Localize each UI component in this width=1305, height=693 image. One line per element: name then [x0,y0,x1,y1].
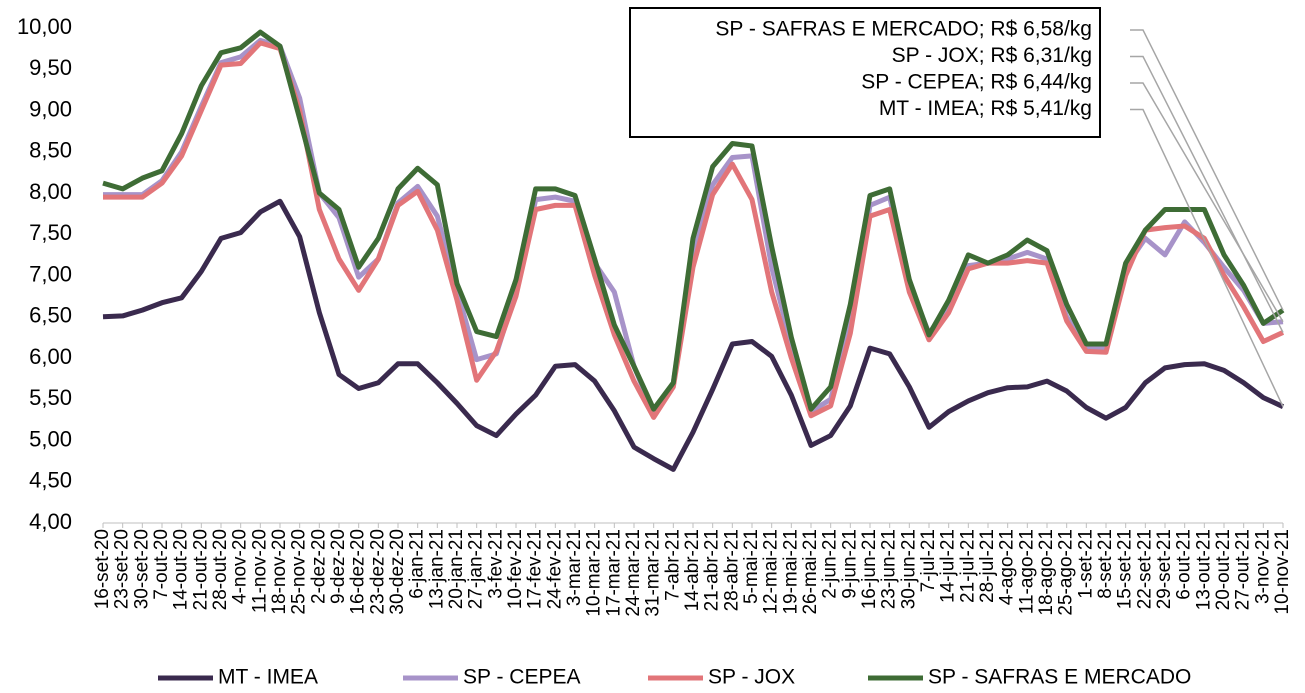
x-tick-label: 26-mai-21 [800,529,821,615]
x-tick-label: 20-out-21 [1213,529,1234,610]
leader-line [1130,108,1284,407]
x-tick-label: 10-mar-21 [584,529,605,617]
x-tick-label: 31-mar-21 [643,529,664,617]
x-tick-label: 2-jun-21 [820,529,841,599]
x-tick-label: 11-nov-20 [249,529,270,613]
x-tick-label: 21-abr-21 [702,529,723,611]
legend-label: SP - JOX [708,666,795,689]
x-tick-label: 28-jul-21 [977,529,998,603]
annotation: SP - SAFRAS E MERCADO; R$ 6,58/kg [715,18,1092,41]
series-line [102,29,1285,412]
x-tick-label: 18-ago-21 [1036,529,1057,616]
x-tick-label: 14-jul-21 [938,529,959,603]
x-tick-label: 10-nov-21 [1272,529,1293,615]
x-tick-label: 23-jun-21 [879,529,900,609]
x-tick-label: 23-dez-20 [367,529,388,615]
y-tick-label: 4,50 [29,468,72,493]
y-tick-label: 4,00 [29,509,72,534]
x-tick-label: 7-abr-21 [662,529,683,601]
y-tick-label: 8,00 [29,179,72,204]
x-tick-label: 12-mai-21 [761,529,782,615]
x-tick-label: 30-dez-20 [387,529,408,615]
x-tick-label: 14-out-20 [171,529,192,610]
y-tick-label: 7,50 [29,220,72,245]
y-tick-label: 6,50 [29,303,72,328]
x-tick-label: 18-nov-20 [269,529,290,615]
x-tick-label: 7-out-20 [151,529,172,600]
x-tick-label: 25-nov-20 [289,529,310,615]
x-tick-label: 17-mar-21 [603,529,624,617]
x-tick-label: 16-jun-21 [859,529,880,609]
y-tick-label: 5,00 [29,426,72,451]
x-tick-label: 14-abr-21 [682,529,703,611]
x-tick-label: 24-fev-21 [544,529,565,609]
leader-line [1130,82,1284,323]
x-tick-label: 23-set-20 [112,529,133,609]
x-tick-label: 25-ago-21 [1056,529,1077,616]
annotation: SP - CEPEA; R$ 6,44/kg [861,71,1092,94]
x-tick-label: 15-set-21 [1115,529,1136,609]
x-tick-label: 2-dez-20 [308,529,329,604]
x-tick-label: 9-jun-21 [839,529,860,599]
x-tick-label: 1-set-21 [1075,529,1096,599]
legend-label: MT - IMEA [218,666,318,689]
x-tick-label: 20-jan-21 [446,529,467,609]
x-tick-label: 3-nov-21 [1252,529,1273,604]
x-tick-label: 16-set-20 [92,529,113,609]
x-tick-label: 13-jan-21 [426,529,447,609]
x-tick-label: 7-jul-21 [918,529,939,592]
x-tick-label: 21-out-20 [190,529,211,610]
x-tick-label: 11-ago-21 [1016,529,1037,614]
legend-label: SP - CEPEA [463,666,581,689]
x-tick-label: 28-abr-21 [721,529,742,611]
x-tick-label: 30-set-20 [131,529,152,609]
y-tick-label: 6,00 [29,344,72,369]
x-tick-label: 9-dez-20 [328,529,349,604]
leader-line [1130,55,1284,333]
leader-line [1130,29,1284,311]
x-tick-label: 13-out-21 [1193,529,1214,610]
y-tick-label: 9,50 [29,55,72,80]
x-tick-label: 28-out-20 [210,529,231,610]
x-tick-label: 3-mar-21 [564,529,585,606]
legend-label: SP - SAFRAS E MERCADO [928,666,1191,689]
x-tick-label: 27-jan-21 [466,529,487,609]
series-line [102,198,1285,472]
x-tick-label: 29-set-21 [1154,529,1175,609]
x-tick-label: 22-set-21 [1134,529,1155,609]
x-tick-label: 17-fev-21 [525,529,546,609]
x-tick-label: 6-out-21 [1174,529,1195,600]
annotation-box [629,7,1101,138]
x-tick-label: 21-jul-21 [957,529,978,603]
x-tick-label: 3-fev-21 [485,529,506,599]
x-tick-label: 30-jun-21 [898,529,919,609]
annotation: SP - JOX; R$ 6,31/kg [892,44,1092,67]
x-tick-label: 19-mai-21 [780,529,801,615]
x-tick-label: 4-nov-20 [230,529,251,604]
y-tick-label: 8,50 [29,138,72,163]
y-tick-label: 5,50 [29,385,72,410]
x-tick-label: 8-set-21 [1095,529,1116,599]
y-tick-label: 7,00 [29,261,72,286]
x-tick-label: 4-ago-21 [997,529,1018,605]
x-tick-label: 6-jan-21 [407,529,428,599]
x-tick-label: 16-dez-20 [348,529,369,615]
y-tick-label: 10,00 [17,14,72,39]
x-tick-label: 5-mai-21 [741,529,762,604]
annotation: MT - IMEA; R$ 5,41/kg [879,97,1092,120]
x-tick-label: 10-fev-21 [505,529,526,609]
x-tick-label: 24-mar-21 [623,529,644,617]
x-tick-label: 27-out-21 [1233,529,1254,610]
y-tick-label: 9,00 [29,96,72,121]
